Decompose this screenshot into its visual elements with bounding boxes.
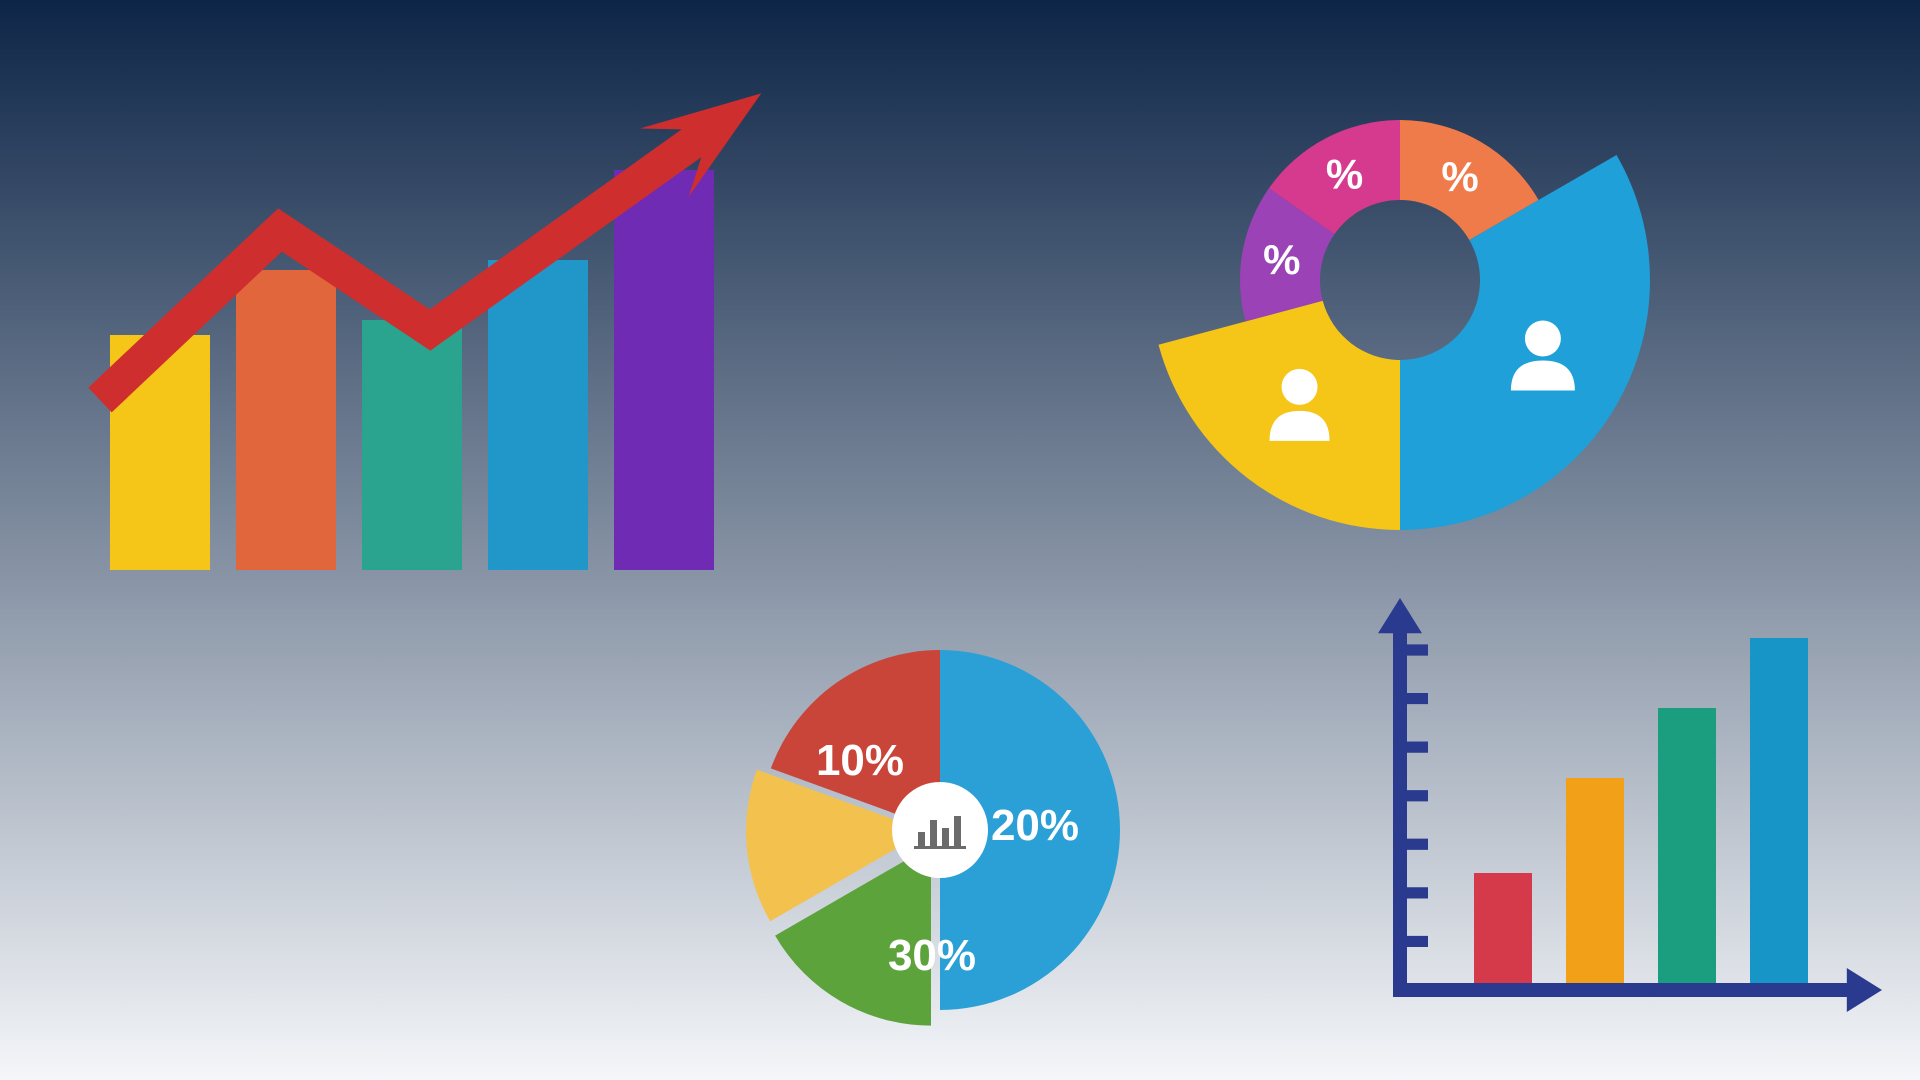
pie-slice-2-label: 30%	[888, 931, 976, 980]
pie-slice-1-label: 20%	[991, 801, 1079, 850]
bar-3	[362, 320, 462, 570]
infographic-stage: %%% 20% 30% 10%	[0, 0, 1920, 1080]
donut-segment-1-label: %	[1441, 153, 1478, 200]
pie-slice-4-label: 10%	[816, 736, 904, 785]
donut-segment-4-label: %	[1263, 236, 1300, 283]
bar-2	[236, 270, 336, 570]
axis-bar-3	[1658, 708, 1716, 983]
axis-bar-1	[1474, 873, 1532, 983]
axis-bar-4	[1750, 638, 1808, 983]
donut-segment-5-label: %	[1326, 150, 1363, 197]
bar-5	[614, 170, 714, 570]
axis-bar-2	[1566, 778, 1624, 983]
stage-svg: %%% 20% 30% 10%	[0, 0, 1920, 1080]
pie-center-circle	[892, 782, 988, 878]
bar-4	[488, 260, 588, 570]
